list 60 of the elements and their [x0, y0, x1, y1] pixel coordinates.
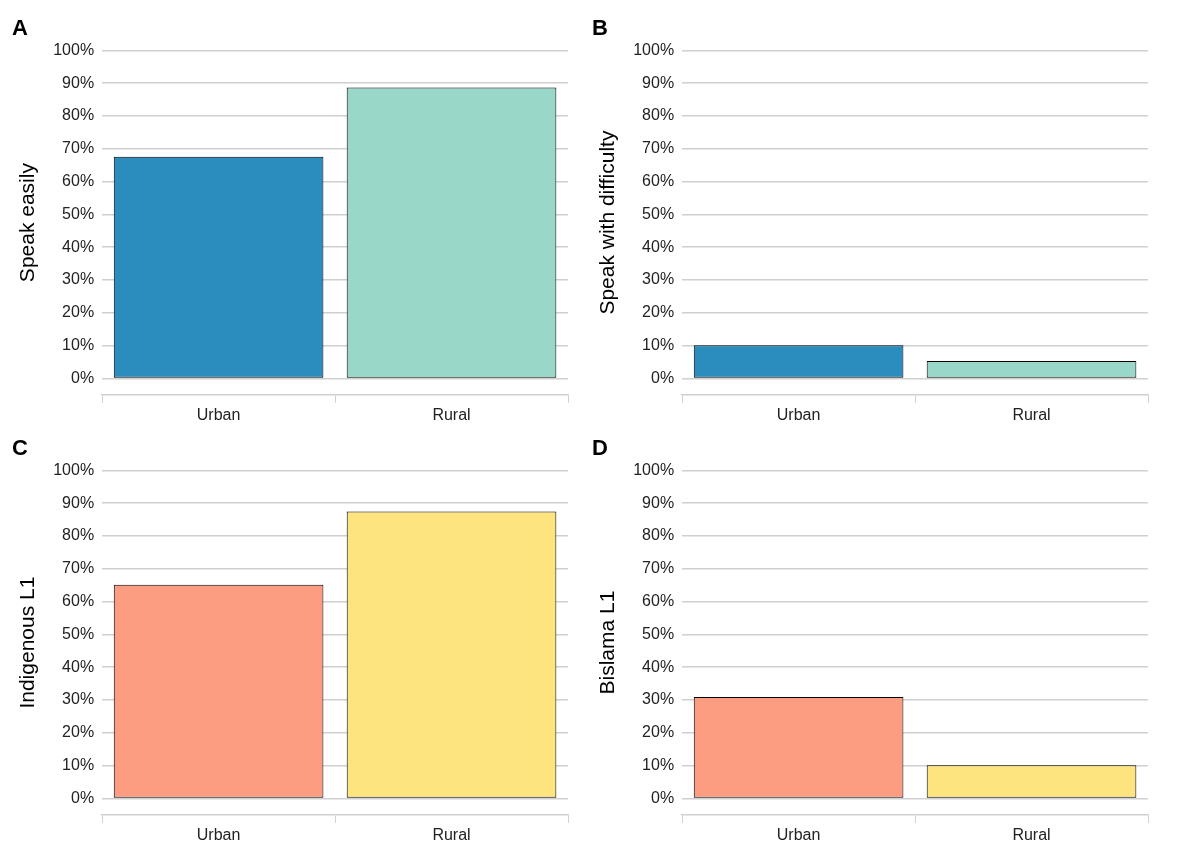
y-tick-label: 0%	[71, 368, 95, 386]
chart-title: D	[592, 435, 608, 461]
y-tick-label: 30%	[62, 690, 95, 708]
y-tick-label: 100%	[53, 40, 95, 58]
y-tick-label: 90%	[62, 73, 95, 91]
y-tick-label: 0%	[71, 788, 95, 806]
y-axis-title: Speak easily	[15, 162, 39, 283]
y-tick-label: 20%	[642, 723, 675, 741]
x-tick-label: Rural	[432, 405, 471, 423]
y-axis-title: Bislama L1	[595, 590, 619, 695]
y-tick-label: 10%	[642, 756, 675, 774]
chart-title: B	[592, 15, 608, 41]
y-tick-label: 40%	[642, 657, 675, 675]
x-tick-label: Rural	[432, 825, 471, 843]
y-tick-label: 50%	[642, 624, 675, 642]
y-tick-label: 0%	[651, 788, 675, 806]
y-tick-label: 70%	[62, 139, 95, 157]
y-tick-label: 60%	[62, 172, 95, 190]
y-tick-label: 70%	[642, 139, 675, 157]
y-tick-label: 80%	[62, 526, 95, 544]
y-tick-label: 80%	[642, 526, 675, 544]
x-tick-label: Rural	[1012, 825, 1051, 843]
y-tick-label: 50%	[62, 204, 95, 222]
x-tick-label: Urban	[196, 405, 241, 423]
y-tick-label: 10%	[62, 756, 95, 774]
y-tick-label: 100%	[53, 460, 95, 478]
y-tick-label: 60%	[62, 592, 95, 610]
y-tick-label: 60%	[642, 172, 675, 190]
y-tick-label: 70%	[642, 559, 675, 577]
y-tick-label: 70%	[62, 559, 95, 577]
y-tick-label: 40%	[62, 657, 95, 675]
y-tick-label: 80%	[642, 106, 675, 124]
y-tick-label: 20%	[62, 723, 95, 741]
x-tick-label: Urban	[776, 405, 821, 423]
y-tick-label: 30%	[642, 270, 675, 288]
y-tick-label: 0%	[651, 368, 675, 386]
y-tick-label: 90%	[62, 493, 95, 511]
y-tick-label: 30%	[62, 270, 95, 288]
x-tick-label: Urban	[776, 825, 821, 843]
x-tick-label: Rural	[1012, 405, 1051, 423]
y-tick-label: 10%	[62, 336, 95, 354]
y-tick-label: 90%	[642, 493, 675, 511]
y-tick-label: 20%	[642, 303, 675, 321]
y-tick-label: 90%	[642, 73, 675, 91]
y-tick-label: 10%	[642, 336, 675, 354]
y-tick-label: 20%	[62, 303, 95, 321]
y-tick-label: 40%	[642, 237, 675, 255]
y-axis-title: Speak with difficulty	[595, 130, 619, 315]
y-tick-label: 40%	[62, 237, 95, 255]
y-tick-label: 50%	[62, 624, 95, 642]
y-tick-label: 100%	[633, 40, 675, 58]
y-tick-label: 80%	[62, 106, 95, 124]
x-tick-label: Urban	[196, 825, 241, 843]
chart-title: C	[12, 435, 28, 461]
y-axis-title: Indigenous L1	[15, 576, 39, 709]
y-tick-label: 50%	[642, 204, 675, 222]
y-tick-label: 100%	[633, 460, 675, 478]
chart-title: A	[12, 15, 28, 41]
y-tick-label: 60%	[642, 592, 675, 610]
y-tick-label: 30%	[642, 690, 675, 708]
